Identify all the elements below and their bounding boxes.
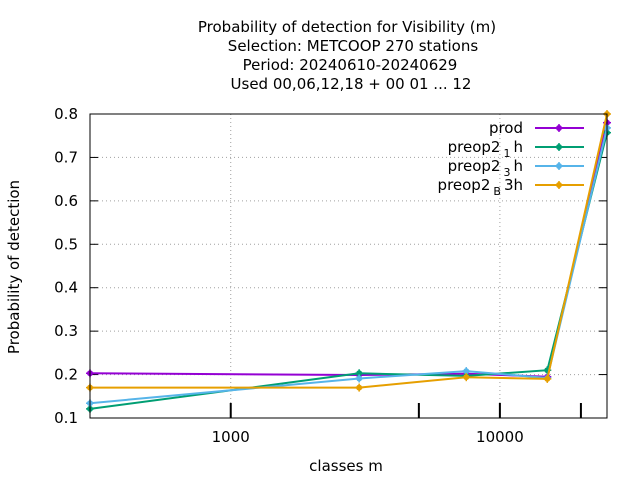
- legend-label-main: prod: [489, 119, 523, 137]
- series-line: [89, 132, 608, 410]
- legend-label-subscript: B: [493, 185, 501, 198]
- y-axis-label: Probability of detection: [5, 180, 23, 354]
- series-line: [89, 122, 608, 378]
- y-tick-label: 0.3: [54, 322, 78, 340]
- legend-item-preop2_1h: preop2 1 h: [448, 138, 584, 160]
- title-line-1: Probability of detection for Visibility …: [198, 18, 496, 36]
- legend-label: preop2 3 h: [448, 157, 523, 179]
- plot-frame: [89, 113, 608, 419]
- series-prod: [86, 118, 611, 381]
- series-preop2_1h: [86, 128, 611, 413]
- legend-label-tail: 3h: [504, 176, 523, 194]
- y-tick-label: 0.4: [54, 279, 78, 297]
- y-tick-label: 0.1: [54, 409, 78, 427]
- grid-lines: [90, 114, 607, 418]
- legend-item-preop2_B3h: preop2 B 3h: [438, 176, 584, 198]
- y-tick-label: 0.8: [54, 105, 78, 123]
- legend-item-preop2_3h: preop2 3 h: [448, 157, 584, 179]
- data-series: [86, 110, 611, 413]
- title-line-3: Period: 20240610-20240629: [243, 56, 458, 74]
- y-tick-label: 0.2: [54, 366, 78, 384]
- legend-label-subscript: 3: [503, 166, 510, 179]
- x-tick-label: 10000: [476, 428, 524, 446]
- series-preop2_B3h: [86, 110, 611, 392]
- legend-label-main: preop2: [448, 157, 501, 175]
- legend-label-main: preop2: [448, 138, 501, 156]
- legend-label: prod: [489, 119, 523, 137]
- x-axis-label: classes m: [309, 457, 383, 475]
- y-tick-label: 0.6: [54, 192, 78, 210]
- legend-label-main: preop2: [438, 176, 491, 194]
- y-tick-label: 0.7: [54, 148, 78, 166]
- y-tick-label: 0.5: [54, 235, 78, 253]
- legend-label: preop2 1 h: [448, 138, 523, 160]
- legend-label-tail: h: [513, 138, 523, 156]
- title-line-4: Used 00,06,12,18 + 00 01 ... 12: [231, 75, 472, 93]
- series-line: [90, 113, 608, 389]
- legend-label-tail: h: [513, 157, 523, 175]
- axis-ticks: 0.1 0.2 0.3 0.4 0.5 0.6 0.7 0.8 1000 10000: [54, 105, 607, 446]
- title-line-2: Selection: METCOOP 270 stations: [228, 37, 479, 55]
- series-line: [89, 127, 608, 405]
- chart-title: Probability of detection for Visibility …: [198, 18, 496, 93]
- legend-label: preop2 B 3h: [438, 176, 523, 198]
- x-tick-label: 1000: [212, 428, 250, 446]
- legend-item-prod: prod: [489, 119, 584, 137]
- series-preop2_3h: [86, 123, 611, 408]
- legend-label-subscript: 1: [503, 147, 510, 160]
